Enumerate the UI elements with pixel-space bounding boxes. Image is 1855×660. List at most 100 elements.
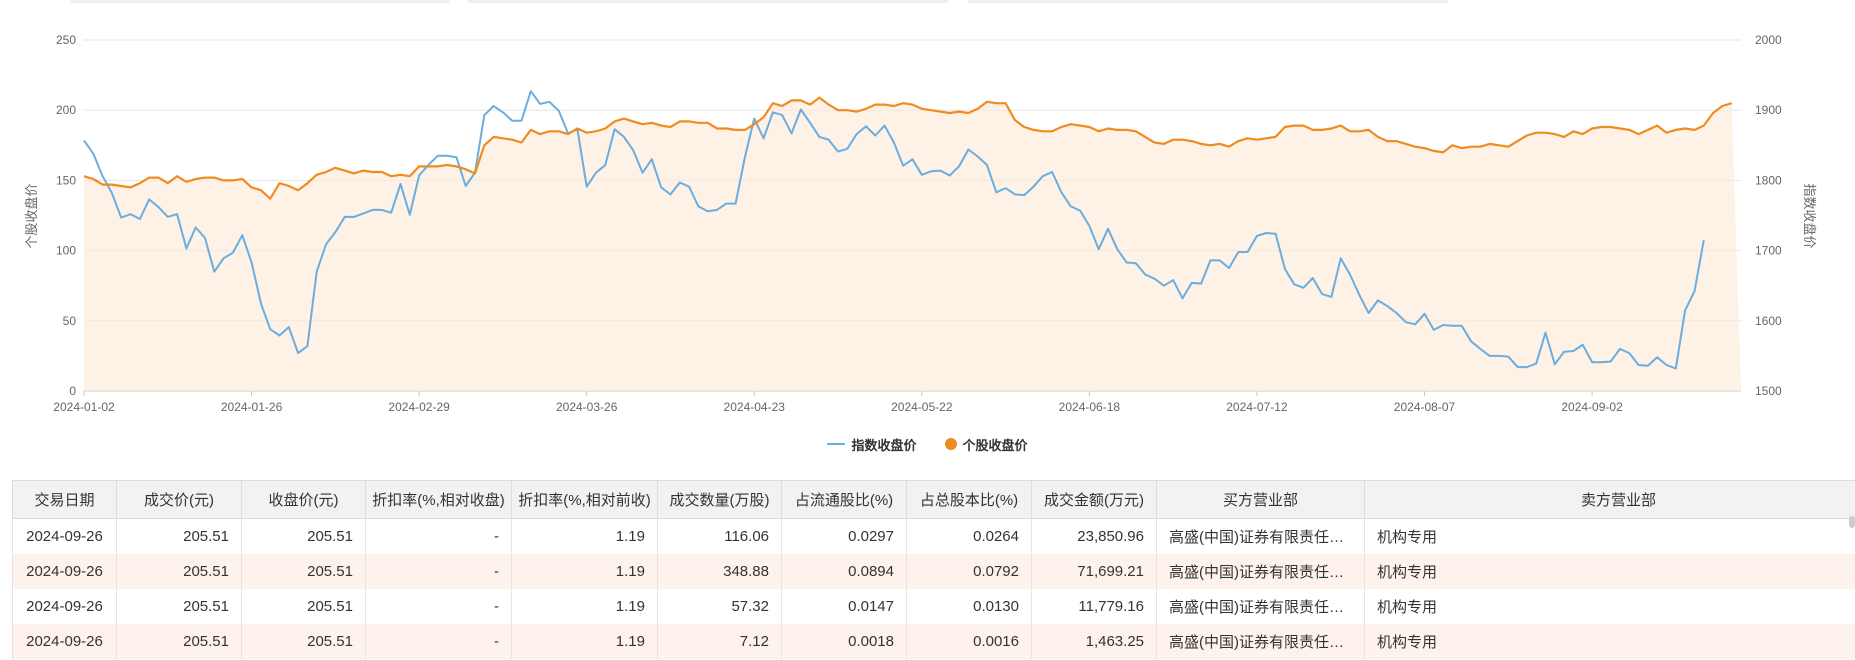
y-left-tick-label: 250 bbox=[56, 33, 76, 47]
table-row: 2024-09-26 205.51 205.51 - 1.19 348.88 0… bbox=[12, 554, 1855, 589]
col-header-volume[interactable]: 成交数量(万股) bbox=[657, 480, 782, 519]
top-tab-strip bbox=[0, 0, 1855, 4]
cell-close-price: 205.51 bbox=[241, 624, 366, 659]
legend-item-index[interactable]: 指数收盘价 bbox=[827, 434, 917, 454]
cell-volume: 7.12 bbox=[657, 624, 782, 659]
cell-discount-prev: 1.19 bbox=[511, 554, 658, 589]
cell-amount: 1,463.25 bbox=[1031, 624, 1157, 659]
cell-discount-close: - bbox=[365, 589, 512, 624]
cell-discount-prev: 1.19 bbox=[511, 589, 658, 624]
cell-amount: 11,779.16 bbox=[1031, 589, 1157, 624]
cell-date: 2024-09-26 bbox=[12, 518, 117, 554]
cell-date: 2024-09-26 bbox=[12, 554, 117, 589]
area-fill-layer bbox=[84, 97, 1741, 391]
series-line-stock bbox=[83, 96, 1733, 200]
cell-volume: 348.88 bbox=[657, 554, 782, 589]
col-header-close-price[interactable]: 收盘价(元) bbox=[241, 480, 366, 519]
cell-amount: 71,699.21 bbox=[1031, 554, 1157, 589]
y-right-tick-label: 1800 bbox=[1755, 173, 1782, 187]
cell-date: 2024-09-26 bbox=[12, 624, 117, 659]
cell-buyer[interactable]: 高盛(中国)证券有限责任公司... bbox=[1156, 624, 1365, 659]
col-header-total-ratio[interactable]: 占总股本比(%) bbox=[906, 480, 1032, 519]
x-tick-label: 2024-03-26 bbox=[556, 400, 618, 414]
x-tick-label: 2024-01-02 bbox=[53, 400, 115, 414]
top-tab-1[interactable] bbox=[70, 0, 450, 3]
col-header-float-ratio[interactable]: 占流通股比(%) bbox=[781, 480, 907, 519]
price-line-chart: 0 50 100 150 200 250 1500 1600 1700 1800 1900 2000 2… bbox=[24, 33, 1817, 414]
col-header-amount[interactable]: 成交金额(万元) bbox=[1031, 480, 1157, 519]
chart-legend: 指数收盘价 个股收盘价 bbox=[0, 434, 1855, 454]
cell-date: 2024-09-26 bbox=[12, 589, 117, 624]
table-row: 2024-09-26 205.51 205.51 - 1.19 116.06 0… bbox=[12, 518, 1855, 554]
cell-float-ratio: 0.0894 bbox=[781, 554, 907, 589]
y-right-tick-label: 1900 bbox=[1755, 103, 1782, 117]
cell-discount-prev: 1.19 bbox=[511, 518, 658, 554]
cell-float-ratio: 0.0147 bbox=[781, 589, 907, 624]
cell-total-ratio: 0.0016 bbox=[906, 624, 1032, 659]
cell-discount-prev: 1.19 bbox=[511, 624, 658, 659]
cell-buyer[interactable]: 高盛(中国)证券有限责任公司... bbox=[1156, 554, 1365, 589]
y-left-tick-label: 0 bbox=[69, 384, 76, 398]
cell-discount-close: - bbox=[365, 554, 512, 589]
x-tick-label: 2024-08-07 bbox=[1394, 400, 1456, 414]
cell-total-ratio: 0.0264 bbox=[906, 518, 1032, 554]
x-tick-label: 2024-05-22 bbox=[891, 400, 953, 414]
y-left-tick-label: 100 bbox=[56, 244, 76, 258]
table-header-row: 交易日期 成交价(元) 收盘价(元) 折扣率(%,相对收盘) 折扣率(%,相对前… bbox=[12, 480, 1855, 519]
legend-line-swatch-icon bbox=[827, 443, 846, 445]
cell-volume: 116.06 bbox=[657, 518, 782, 554]
y-right-tick-label: 1500 bbox=[1755, 384, 1782, 398]
x-tick-label: 2024-02-29 bbox=[388, 400, 450, 414]
cell-discount-close: - bbox=[365, 518, 512, 554]
cell-deal-price: 205.51 bbox=[116, 589, 242, 624]
cell-deal-price: 205.51 bbox=[116, 554, 242, 589]
block-trade-table: 交易日期 成交价(元) 收盘价(元) 折扣率(%,相对收盘) 折扣率(%,相对前… bbox=[12, 480, 1855, 659]
legend-dot-swatch-icon bbox=[944, 438, 957, 450]
cell-buyer[interactable]: 高盛(中国)证券有限责任公司... bbox=[1156, 518, 1365, 554]
table-scrollbar-thumb[interactable] bbox=[1849, 516, 1855, 528]
col-header-deal-price[interactable]: 成交价(元) bbox=[116, 480, 242, 519]
legend-label-stock: 个股收盘价 bbox=[962, 437, 1028, 453]
top-tab-2[interactable] bbox=[468, 0, 948, 3]
cell-seller[interactable]: 机构专用 bbox=[1364, 518, 1855, 554]
cell-amount: 23,850.96 bbox=[1031, 518, 1157, 554]
x-tick-label: 2024-06-18 bbox=[1059, 400, 1121, 414]
cell-seller[interactable]: 机构专用 bbox=[1364, 624, 1855, 659]
cell-deal-price: 205.51 bbox=[116, 518, 242, 554]
x-tick-label: 2024-01-26 bbox=[221, 400, 283, 414]
y-right-tick-label: 2000 bbox=[1755, 33, 1782, 47]
y-right-tick-label: 1600 bbox=[1755, 314, 1782, 328]
col-header-date[interactable]: 交易日期 bbox=[12, 480, 117, 519]
cell-total-ratio: 0.0792 bbox=[906, 554, 1032, 589]
col-header-buyer[interactable]: 买方营业部 bbox=[1156, 480, 1365, 519]
cell-volume: 57.32 bbox=[657, 589, 782, 624]
cell-buyer[interactable]: 高盛(中国)证券有限责任公司... bbox=[1156, 589, 1365, 624]
cell-close-price: 205.51 bbox=[241, 554, 366, 589]
y-left-tick-label: 150 bbox=[56, 173, 76, 187]
legend-label-index: 指数收盘价 bbox=[851, 437, 917, 453]
col-header-seller[interactable]: 卖方营业部 bbox=[1364, 480, 1855, 519]
cell-seller[interactable]: 机构专用 bbox=[1364, 589, 1855, 624]
top-tab-3[interactable] bbox=[968, 0, 1448, 3]
legend-item-stock[interactable]: 个股收盘价 bbox=[944, 434, 1028, 454]
cell-discount-close: - bbox=[365, 624, 512, 659]
y-right-tick-label: 1700 bbox=[1755, 244, 1782, 258]
cell-float-ratio: 0.0018 bbox=[781, 624, 907, 659]
y-left-tick-label: 200 bbox=[56, 103, 76, 117]
cell-total-ratio: 0.0130 bbox=[906, 589, 1032, 624]
cell-seller[interactable]: 机构专用 bbox=[1364, 554, 1855, 589]
table-row: 2024-09-26 205.51 205.51 - 1.19 57.32 0.… bbox=[12, 589, 1855, 624]
cell-deal-price: 205.51 bbox=[116, 624, 242, 659]
col-header-discount-close[interactable]: 折扣率(%,相对收盘) bbox=[365, 480, 512, 519]
cell-float-ratio: 0.0297 bbox=[781, 518, 907, 554]
y-left-axis-label: 个股收盘价 bbox=[24, 183, 39, 248]
col-header-discount-prev[interactable]: 折扣率(%,相对前收) bbox=[511, 480, 658, 519]
y-left-tick-label: 50 bbox=[63, 314, 77, 328]
cell-close-price: 205.51 bbox=[241, 518, 366, 554]
x-tick-label: 2024-09-02 bbox=[1561, 400, 1623, 414]
axes: 0 50 100 150 200 250 1500 1600 1700 1800 1900 2000 2… bbox=[53, 33, 1782, 414]
x-tick-label: 2024-04-23 bbox=[724, 400, 786, 414]
series-line-index bbox=[83, 90, 1705, 370]
stock-area-fill bbox=[84, 97, 1741, 391]
cell-close-price: 205.51 bbox=[241, 589, 366, 624]
